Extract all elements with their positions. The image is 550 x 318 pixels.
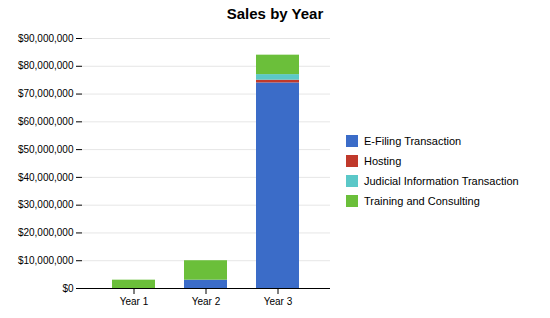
- svg-text:Year 2: Year 2: [192, 296, 221, 307]
- svg-text:$30,000,000: $30,000,000: [18, 199, 74, 210]
- svg-text:$60,000,000: $60,000,000: [18, 116, 74, 127]
- svg-text:$0: $0: [62, 283, 74, 294]
- svg-text:$10,000,000: $10,000,000: [18, 255, 74, 266]
- html-text:E-Filing Transaction: E-Filing Transaction: [364, 135, 462, 147]
- svg-text:$50,000,000: $50,000,000: [18, 144, 74, 155]
- svg-text:$80,000,000: $80,000,000: [18, 60, 74, 71]
- svg-text:Year 1: Year 1: [120, 296, 149, 307]
- svg-text:$40,000,000: $40,000,000: [18, 172, 74, 183]
- svg-text:$70,000,000: $70,000,000: [18, 88, 74, 99]
- svg-text:$90,000,000: $90,000,000: [18, 33, 74, 44]
- html-text:Sales by Year: Sales by Year: [226, 5, 324, 22]
- html-text:Hosting: Hosting: [364, 155, 402, 167]
- svg-text:Year 3: Year 3: [264, 296, 293, 307]
- html-text:Training and Consulting: Training and Consulting: [364, 195, 480, 207]
- html-text:Judicial Information Transacti: Judicial Information Transaction: [364, 175, 519, 187]
- svg-text:$20,000,000: $20,000,000: [18, 227, 74, 238]
